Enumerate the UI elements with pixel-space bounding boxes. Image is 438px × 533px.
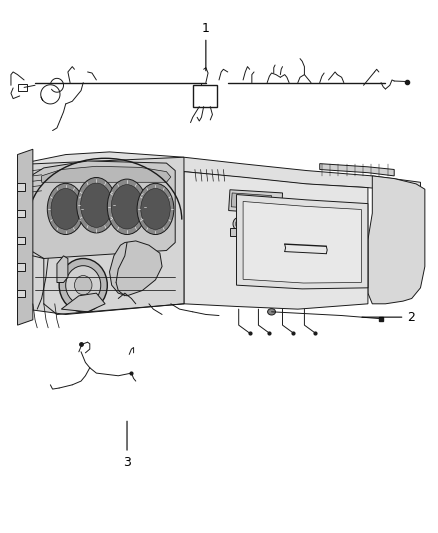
Ellipse shape <box>107 179 147 235</box>
Ellipse shape <box>51 189 81 229</box>
Ellipse shape <box>262 220 274 232</box>
Bar <box>17 237 25 244</box>
Ellipse shape <box>236 220 242 228</box>
Ellipse shape <box>111 184 143 229</box>
Polygon shape <box>229 190 283 214</box>
Bar <box>17 263 25 271</box>
Bar <box>230 228 282 236</box>
Ellipse shape <box>77 177 116 233</box>
Bar <box>193 85 217 107</box>
Ellipse shape <box>268 309 276 315</box>
Polygon shape <box>42 166 171 182</box>
Polygon shape <box>368 176 425 304</box>
Polygon shape <box>243 201 361 283</box>
Text: 3: 3 <box>123 421 131 469</box>
Bar <box>17 290 25 297</box>
Bar <box>17 183 25 191</box>
Bar <box>18 84 27 91</box>
Ellipse shape <box>233 217 244 230</box>
Text: 1: 1 <box>202 22 210 71</box>
Ellipse shape <box>66 265 101 305</box>
Polygon shape <box>184 172 368 309</box>
Polygon shape <box>231 193 272 209</box>
Polygon shape <box>320 164 394 176</box>
Ellipse shape <box>247 219 259 231</box>
Ellipse shape <box>265 222 271 230</box>
Ellipse shape <box>137 183 174 235</box>
Ellipse shape <box>250 221 257 229</box>
Polygon shape <box>18 149 33 325</box>
Polygon shape <box>61 293 105 312</box>
Ellipse shape <box>59 259 107 312</box>
Polygon shape <box>57 256 68 282</box>
Polygon shape <box>26 157 184 314</box>
Polygon shape <box>110 241 162 296</box>
Polygon shape <box>31 161 175 259</box>
Ellipse shape <box>47 183 84 235</box>
Ellipse shape <box>141 189 170 229</box>
Bar <box>17 210 25 217</box>
Ellipse shape <box>74 276 92 295</box>
Polygon shape <box>26 152 420 193</box>
Polygon shape <box>237 195 368 289</box>
Ellipse shape <box>81 183 112 228</box>
Text: 2: 2 <box>362 311 415 324</box>
